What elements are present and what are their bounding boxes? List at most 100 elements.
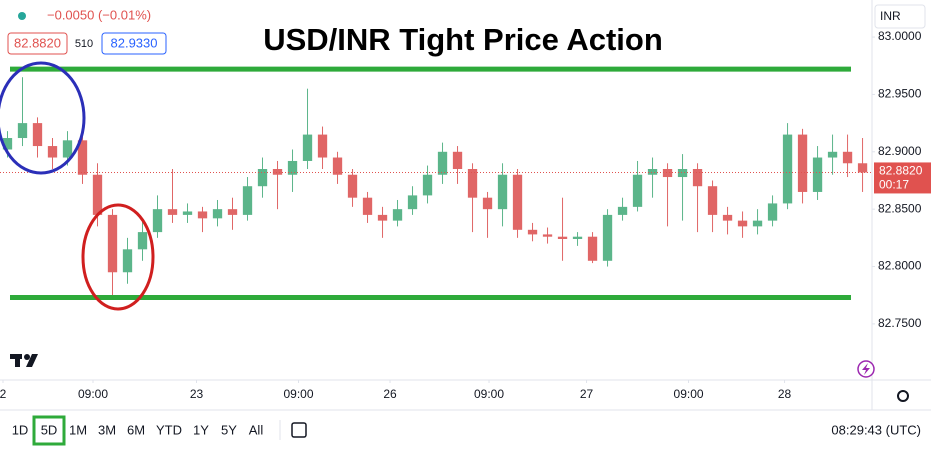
ask-box[interactable] <box>101 32 167 55</box>
candle-body <box>47 146 58 158</box>
y-tick-label: 83.0000 <box>878 29 922 43</box>
x-tick-label: 2 <box>0 387 7 401</box>
selected-range <box>32 415 66 446</box>
candle-body <box>407 195 418 210</box>
candle-body <box>677 169 688 178</box>
logo <box>10 354 38 367</box>
last-price-label: 82.8820 <box>879 164 923 178</box>
candle-body <box>122 249 133 273</box>
y-tick-label: 82.7500 <box>878 316 922 330</box>
candle-body <box>752 220 763 227</box>
compare-icon[interactable] <box>291 422 307 438</box>
candle-body <box>707 186 718 215</box>
status-dot <box>18 12 26 20</box>
x-tick-label: 09:00 <box>674 387 704 401</box>
candle-body <box>572 236 583 239</box>
candle-body <box>812 157 823 192</box>
range-button[interactable]: 3M <box>98 422 116 437</box>
candle-body <box>512 174 523 230</box>
candle-body <box>497 174 508 210</box>
currency[interactable]: INR <box>880 9 901 23</box>
candle-body <box>647 169 658 175</box>
candle-body <box>422 174 433 196</box>
candle-body <box>197 211 208 219</box>
candle-body <box>692 169 703 187</box>
candle-body <box>827 151 838 158</box>
x-tick-label: 09:00 <box>474 387 504 401</box>
candle-body <box>437 151 448 175</box>
range-button[interactable]: 1D <box>12 422 29 437</box>
candle-body <box>137 232 148 250</box>
y-tick-label: 82.8500 <box>878 201 922 215</box>
candle-body <box>242 186 253 215</box>
x-tick-label: 09:00 <box>284 387 314 401</box>
highlight-ellipse <box>81 203 155 311</box>
x-tick-label: 23 <box>190 387 204 401</box>
candle-body <box>62 140 73 158</box>
candle-body <box>332 157 343 175</box>
countdown: 00:17 <box>879 178 909 192</box>
y-tick-label: 82.9000 <box>878 144 922 158</box>
candle-body <box>152 209 163 233</box>
candle-body <box>542 234 553 237</box>
candle-body <box>257 169 268 187</box>
candle-body <box>842 151 853 164</box>
settings-icon[interactable] <box>897 390 909 402</box>
candle-body <box>767 203 778 221</box>
candle-body <box>77 140 88 175</box>
chart-title: USD/INR Tight Price Action <box>263 22 663 57</box>
range-button[interactable]: 5Y <box>221 422 237 437</box>
x-tick-label: 28 <box>778 387 792 401</box>
candle-body <box>797 134 808 192</box>
candle-body <box>302 134 313 161</box>
y-tick-label: 82.8000 <box>878 259 922 273</box>
candle-body <box>107 214 118 273</box>
y-tick-label: 82.9500 <box>878 87 922 101</box>
candle-body <box>377 214 388 221</box>
range-button[interactable]: 1Y <box>193 422 209 437</box>
candle-body <box>212 209 223 219</box>
bid-box[interactable] <box>7 32 68 55</box>
plot-area <box>0 66 872 301</box>
candle-body <box>287 160 298 175</box>
range-button[interactable]: 5D <box>41 422 58 437</box>
ask[interactable]: 82.9330 <box>111 35 158 50</box>
candle-body <box>317 134 328 158</box>
candle-body <box>2 138 13 150</box>
candle-body <box>587 236 598 261</box>
candle-body <box>167 209 178 215</box>
last-price-tag <box>874 162 931 194</box>
bid[interactable]: 82.8820 <box>14 35 61 50</box>
candle-body <box>632 174 643 207</box>
candle-body <box>482 197 493 210</box>
candle-body <box>347 174 358 198</box>
candle-body <box>452 151 463 170</box>
candle-body <box>722 214 733 221</box>
candle-body <box>527 229 538 235</box>
currency-box[interactable] <box>874 4 926 29</box>
range-button[interactable]: All <box>249 422 264 437</box>
candle-body <box>857 163 868 173</box>
range-button[interactable]: 6M <box>127 422 145 437</box>
candle-body <box>182 211 193 215</box>
spread: 510 <box>75 38 93 50</box>
highlight-ellipse <box>0 61 86 175</box>
candle-body <box>227 209 238 215</box>
candle-body <box>737 220 748 227</box>
range-button[interactable]: 1M <box>69 422 87 437</box>
candle-body <box>662 169 673 178</box>
candle-body <box>602 214 613 261</box>
x-tick-label: 09:00 <box>78 387 108 401</box>
change: −0.0050 (−0.01%) <box>47 7 151 22</box>
candle-body <box>272 169 283 175</box>
range-bar: 1D 5D 1M 3M 6M YTD 1Y 5Y All <box>12 422 264 437</box>
candle-body <box>17 123 28 139</box>
candle-body <box>467 169 478 198</box>
candle-body <box>782 134 793 204</box>
candle-body <box>392 209 403 221</box>
range-button[interactable]: YTD <box>156 422 182 437</box>
clock: 08:29:43 (UTC) <box>831 422 921 437</box>
candle-body <box>557 236 568 239</box>
